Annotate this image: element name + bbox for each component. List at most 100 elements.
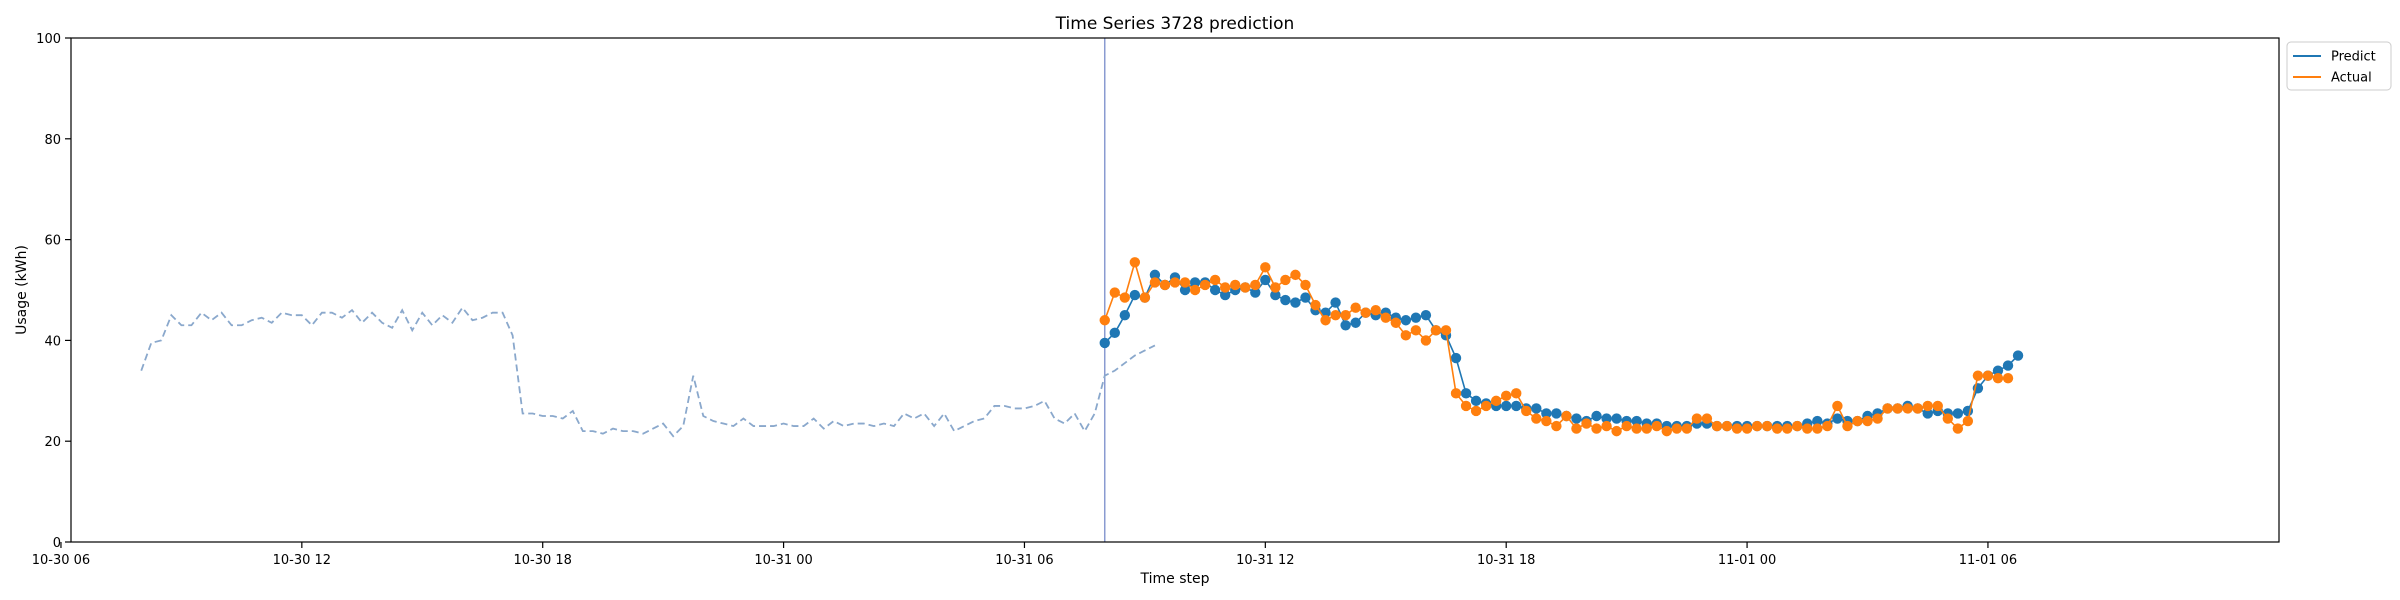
predict-point [1300,292,1311,303]
predict-point [1400,315,1412,326]
predict-point [1280,294,1291,306]
actual-point [1511,388,1522,399]
predict-point [1129,289,1141,301]
actual-point [1611,425,1622,437]
actual-point [1270,282,1281,293]
actual-point [1992,373,2004,384]
actual-point [2002,373,2014,384]
y-tick-label: 60 [44,234,61,249]
actual-point [1330,310,1341,321]
actual-point [1802,423,1813,434]
predict-point [1260,274,1271,286]
plot-area [70,37,2280,543]
actual-point [1280,274,1291,286]
actual-point [1942,413,1954,424]
actual-point [1350,302,1361,313]
actual-point [1771,423,1783,434]
x-tick-label: 10-30 12 [273,553,331,568]
actual-point [1260,262,1271,273]
y-tick-label: 20 [44,435,61,450]
actual-point [1290,269,1301,281]
legend: Predict Actual [2286,41,2392,91]
actual-point [1541,415,1552,427]
actual-point [1761,420,1773,432]
actual-point [1902,403,1913,414]
actual-point [1430,325,1442,336]
actual-point [1240,282,1251,293]
actual-point [1852,415,1863,427]
predict-point [1340,320,1351,331]
actual-point [1490,395,1502,407]
actual-point [1972,370,1984,381]
actual-point [1390,317,1402,328]
x-tick-label: 10-31 00 [754,553,812,568]
actual-point [1149,277,1161,288]
actual-point [1792,420,1803,432]
actual-point [1571,423,1582,434]
actual-point [1591,423,1602,434]
predict-point [1420,310,1432,321]
predict-point [1992,365,2004,376]
predict-point [1551,408,1562,419]
series-layer [140,257,2024,438]
predict-point [1109,327,1120,339]
x-axis-label: Time step [1140,571,1210,587]
actual-point [1551,420,1562,432]
actual-point [1671,423,1683,434]
actual-point [1601,420,1612,432]
predict-point [1250,287,1261,298]
predict-point [1591,410,1602,422]
predict-point [1832,413,1843,424]
chart-title: Time Series 3728 prediction [1055,14,1295,34]
predict-point [1611,413,1622,424]
y-tick-label: 0 [53,536,61,551]
predict-point [1470,395,1482,407]
actual-point [1872,413,1883,424]
legend-predict-label: Predict [2331,50,2376,65]
predict-point [1209,284,1221,296]
actual-point [1661,425,1672,437]
actual-point [1099,315,1110,326]
actual-point [1521,405,1532,417]
x-tick-label: 11-01 00 [1718,553,1776,568]
actual-point [1230,279,1241,291]
actual-point [1360,307,1371,318]
predict-point [1290,297,1301,308]
actual-point [1320,315,1331,326]
y-tick-label: 40 [44,334,61,349]
x-axis-ticks: 10-30 06 10-30 12 10-30 18 10-31 00 10-31 06… [32,542,2017,568]
predict-point [1952,408,1964,419]
predict-point [2002,360,2014,371]
predict-point [2012,350,2024,361]
actual-point [1822,420,1833,432]
actual-point [1440,325,1452,336]
actual-point [1129,257,1141,268]
y-tick-label: 100 [36,32,61,47]
x-tick-label: 10-30 18 [513,553,571,568]
legend-actual-label: Actual [2331,71,2372,86]
actual-point [1310,299,1321,311]
actual-point [1340,310,1351,321]
actual-point [1300,279,1311,291]
actual-point [1691,413,1703,424]
history-series-line [140,306,1156,438]
x-tick-label: 11-01 06 [1959,553,2017,568]
actual-point [1189,284,1201,296]
actual-point [1932,400,1943,412]
actual-point [1561,410,1572,422]
actual-point [1862,415,1873,427]
actual-point [1641,423,1652,434]
actual-point [1731,423,1743,434]
actual-point [1450,388,1462,399]
predict-point [1179,284,1191,296]
predict-point [1571,413,1582,424]
predict-point [1450,352,1462,364]
predict-point [1189,277,1201,288]
predict-point [1922,408,1933,419]
actual-point [1651,420,1662,432]
actual-point [1460,400,1472,412]
actual-point [1470,405,1482,417]
y-axis-label: Usage (kWh) [14,245,30,335]
actual-point [1501,390,1512,402]
